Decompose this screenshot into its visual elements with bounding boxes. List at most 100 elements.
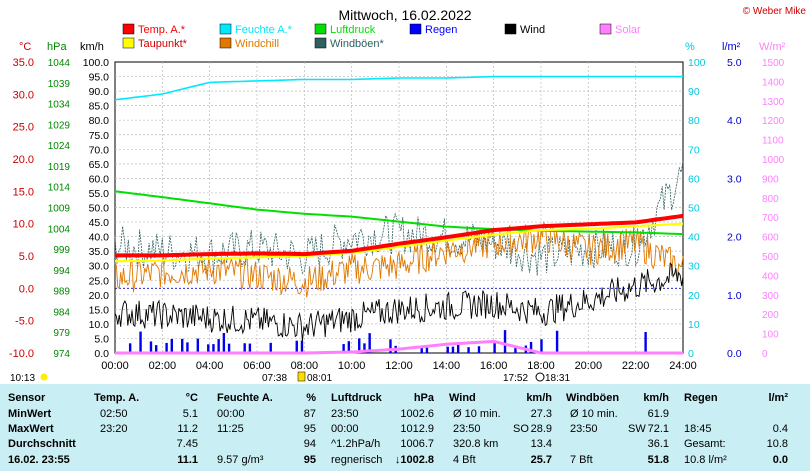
rain-value: 10.8 [766,438,788,450]
solar-tick: 600 [762,233,779,244]
rain-bar [529,341,533,353]
rain-bar [368,333,371,353]
legend-label: Solar [615,24,641,36]
rain-bar [342,344,345,353]
gust-value: 51.8 [647,454,669,466]
wind-tick: 35.0 [89,246,110,258]
legend: Temp. A.* Feuchte A.* Luftdruck Regen Wind So… [122,23,641,50]
rain-bar [503,330,507,353]
legend-label: Taupunkt* [138,38,188,50]
time-tick: 00:00 [101,360,129,372]
rain-bar [170,338,173,353]
pressure-tick: 1039 [48,79,71,90]
pressure-tick: 994 [53,266,70,277]
rain-tick: 2.0 [727,232,742,244]
legend-label: Wind [520,24,545,36]
header-temp-unit: °C [185,392,198,404]
pressure-tick: 974 [53,349,70,360]
wind-tick: 20.0 [89,290,110,302]
wind-value: 13.4 [530,438,552,450]
header-pressure-unit: hPa [413,392,434,404]
series-lines [114,75,684,355]
sunset-time-2: 18:31 [545,373,570,384]
wind-tick: 70.0 [89,144,110,156]
header-gust-unit: km/h [643,392,669,404]
temp-value: 7.45 [176,438,198,450]
pressure-tick: 999 [53,245,70,256]
humidity-time: 00:00 [217,408,245,420]
time-tick: 14:00 [433,360,461,372]
rain-bar [446,346,449,353]
solar-tick: 0 [762,349,768,360]
chart-title: Mittwoch, 16.02.2022 [338,7,471,23]
rain-bar [477,346,481,353]
rain-tick: 3.0 [727,173,742,185]
x-axis: 00:00 02:00 04:00 06:00 08:00 10:00 12:00 14:00… [101,360,697,372]
rain-bar [295,340,298,353]
pressure-tick: 989 [53,287,70,298]
rain-bar [217,339,220,353]
rain-label: 10.8 l/m² [684,454,727,466]
rain-bar [165,342,168,353]
header-rain: Regen [684,392,718,404]
wind-tick: 5.0 [94,333,109,345]
time-tick: 20:00 [575,360,603,372]
legend-label: Windchill [235,38,279,50]
rain-bar [269,342,272,353]
gust-line [114,161,684,276]
rain-unit: l/m² [722,41,741,53]
solar-tick: 1400 [762,77,785,88]
legend-label: Feuchte A.* [235,24,293,36]
temp-tick: -10.0 [9,348,34,360]
wind-tick: 30.0 [89,261,110,273]
temp-line [115,213,684,258]
rain-bar [149,341,153,353]
rain-bar [243,343,246,353]
rain-tick: 4.0 [727,115,742,127]
rain-bar [425,346,429,353]
temp-tick: -5.0 [15,316,34,328]
temp-tick: 25.0 [13,122,34,134]
moon-time: 10:13 [10,373,35,384]
wind-tick: 55.0 [89,188,110,200]
rain-bar [212,344,215,353]
wind-tick: 50.0 [89,203,110,215]
humidity-tick: 70 [688,144,700,156]
right-axes: 10090807060504030201005.04.03.02.01.00.0… [688,57,785,360]
legend-swatch [122,37,135,49]
humidity-value: 94 [303,438,316,450]
humidity-unit: % [685,41,695,53]
wind-tick: 75.0 [89,130,110,142]
row-label: 16.02. 23:55 [8,454,70,466]
pressure-tick: 984 [53,307,70,318]
legend-swatch [599,23,612,35]
grid [114,61,684,354]
rain-bar [420,345,423,353]
solar-tick: 1100 [762,136,784,147]
rain-label: 18:45 [684,423,712,435]
solar-tick: 500 [762,252,779,263]
rain-bar [555,330,559,353]
pressure-tick: 1024 [48,141,71,152]
legend-swatch [409,23,422,35]
rain-bar [300,340,304,353]
humidity-tick: 10 [688,319,700,331]
time-tick: 04:00 [196,360,224,372]
pressure-tick: 1014 [48,183,71,194]
rain-bar [139,331,142,353]
gust-label: 7 Bft [570,454,593,466]
legend-swatch [219,37,232,49]
rain-tick: 1.0 [727,290,742,302]
rain-bar [154,345,158,353]
legend-label: Windböen* [330,38,385,50]
sunrise-time-2: 08:01 [307,373,332,384]
rain-bar [540,339,543,353]
temp-time: 23:20 [100,423,128,435]
solar-tick: 1200 [762,116,785,127]
copyright-text: © Weber Mike [743,6,807,17]
legend-swatch [314,23,327,35]
pressure-time: 23:50 [331,408,359,420]
rain-bar [451,346,455,353]
wind-label: Ø 10 min. [453,408,501,420]
rain-bar [389,339,392,353]
